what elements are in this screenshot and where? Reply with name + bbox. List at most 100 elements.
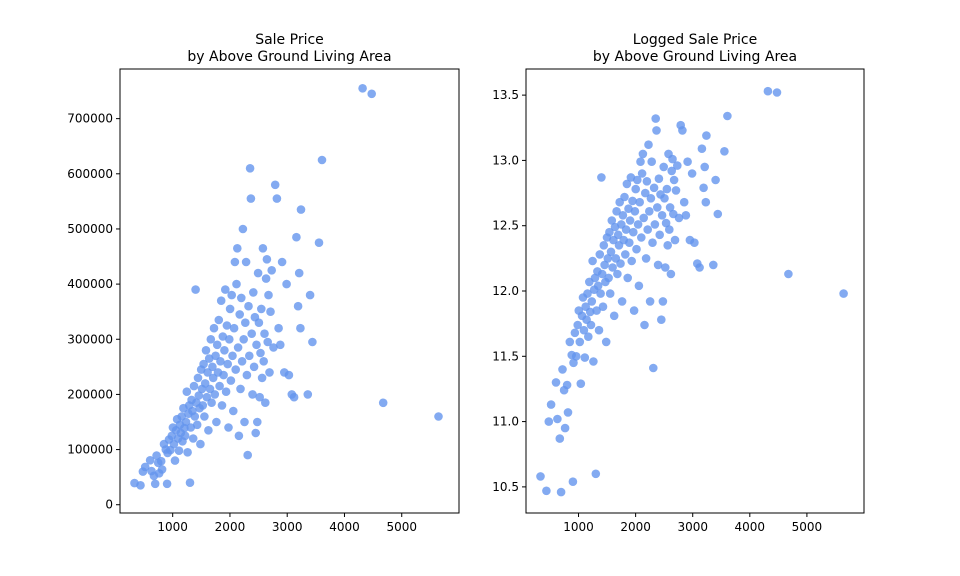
data-point [596,289,605,298]
y-tick-label: 10.5 [492,480,519,494]
data-point [270,180,280,190]
y-tick-label: 13.5 [492,88,519,102]
data-point [247,329,256,339]
data-point [621,225,631,234]
data-point [136,481,145,490]
data-point [671,186,681,195]
data-point [637,233,646,242]
data-point [243,450,252,460]
x-tick-label: 3000 [272,520,303,534]
data-point [227,290,236,300]
data-point [652,126,661,135]
data-point [595,250,605,259]
data-point [201,346,211,355]
data-point [604,273,613,283]
data-point [569,358,578,368]
data-point [651,114,660,123]
data-point [254,318,264,328]
data-point [637,169,647,178]
data-point [585,307,595,317]
data-point [183,448,192,457]
y-tick-label: 600000 [67,167,113,181]
data-point [638,149,648,159]
data-point [232,279,241,289]
data-point [647,157,656,166]
data-point [607,216,617,225]
x-tick-label: 5000 [386,520,417,534]
data-point [367,89,377,99]
data-point [763,86,773,96]
data-point [659,162,668,172]
data-point [702,131,711,140]
data-point [210,390,220,399]
data-point [628,196,637,206]
data-point [713,209,723,219]
data-point [784,269,793,279]
y-tick-label: 11.0 [492,415,519,429]
data-point [222,321,232,330]
data-point [204,426,213,435]
chart-sale-price: Sale Price by Above Ground Living Area 0… [67,32,460,534]
data-point [207,398,216,408]
data-point [657,315,666,325]
data-point [267,266,277,275]
data-point [575,337,585,347]
data-point [238,224,248,234]
data-point [687,169,697,178]
data-point [261,274,271,283]
data-point [625,216,635,225]
data-point [641,254,651,263]
y-tick-label: 200000 [67,387,113,401]
data-point [683,157,692,166]
data-point [553,414,562,424]
data-point [646,194,656,203]
x-tick-label: 5000 [792,520,823,534]
data-point [645,297,655,306]
data-point [653,203,662,212]
data-point [174,446,184,456]
data-point [605,227,614,237]
data-point [617,297,627,306]
data-point [259,357,269,366]
data-point [630,207,640,216]
scatter-points [130,84,443,490]
plot-frame [525,68,865,514]
data-point [603,254,613,263]
data-point [633,175,642,185]
data-point [641,188,650,198]
data-point [670,235,680,245]
data-point [233,343,243,352]
data-point [216,296,226,306]
data-point [580,353,590,362]
data-point [145,456,155,465]
data-point [150,479,160,489]
data-point [221,387,231,397]
data-point [230,257,240,267]
data-point [244,301,253,311]
data-point [156,456,166,466]
data-point [199,359,208,369]
data-point [358,84,367,93]
data-point [697,144,707,153]
data-point [699,183,708,193]
data-point [546,400,556,409]
data-point [618,211,628,220]
data-point [237,357,247,366]
chart-title-line1: Sale Price [255,32,324,48]
data-point [209,323,219,333]
data-point [289,392,299,402]
data-point [231,365,240,374]
data-point [621,250,630,259]
data-point [226,376,236,385]
data-point [695,263,704,272]
data-point [198,401,208,410]
data-point [274,323,283,333]
data-point [678,126,687,135]
data-point [140,462,150,472]
data-point [434,412,443,421]
data-point [661,218,671,228]
data-point [662,184,672,194]
data-point [262,254,272,264]
data-point [650,220,660,229]
y-tick-label: 0 [105,498,113,512]
